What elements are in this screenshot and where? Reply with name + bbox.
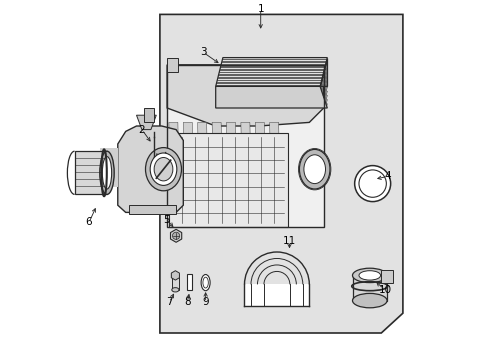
Polygon shape [244, 284, 309, 306]
Ellipse shape [150, 153, 177, 185]
Polygon shape [129, 205, 176, 214]
Circle shape [354, 166, 390, 202]
Polygon shape [160, 14, 402, 333]
Ellipse shape [201, 274, 210, 291]
Polygon shape [215, 86, 326, 108]
Polygon shape [171, 271, 179, 280]
Polygon shape [269, 122, 280, 227]
Polygon shape [187, 274, 192, 290]
Polygon shape [168, 133, 287, 227]
Polygon shape [352, 275, 386, 301]
Polygon shape [255, 122, 265, 227]
Ellipse shape [145, 148, 181, 191]
Polygon shape [143, 108, 154, 122]
Polygon shape [171, 275, 179, 290]
Text: 5: 5 [163, 215, 170, 225]
Polygon shape [167, 65, 323, 227]
Polygon shape [380, 270, 392, 283]
Text: 8: 8 [183, 297, 190, 307]
Text: 9: 9 [202, 297, 208, 307]
Ellipse shape [358, 271, 380, 280]
Ellipse shape [154, 158, 172, 181]
Polygon shape [170, 229, 182, 242]
Polygon shape [168, 122, 179, 227]
Polygon shape [215, 58, 326, 86]
Ellipse shape [100, 151, 114, 194]
Text: 11: 11 [282, 236, 296, 246]
Ellipse shape [171, 288, 179, 292]
Polygon shape [183, 122, 194, 227]
Text: 3: 3 [200, 47, 206, 57]
Polygon shape [167, 65, 323, 126]
Text: 1: 1 [257, 4, 264, 14]
Polygon shape [136, 115, 156, 130]
Polygon shape [320, 58, 326, 86]
Polygon shape [101, 148, 118, 187]
Ellipse shape [203, 277, 208, 288]
Text: 2: 2 [138, 125, 145, 135]
Text: 6: 6 [85, 217, 92, 228]
Ellipse shape [299, 149, 329, 189]
Circle shape [358, 170, 386, 197]
Ellipse shape [171, 273, 179, 278]
Ellipse shape [303, 155, 325, 184]
Ellipse shape [352, 268, 386, 283]
Polygon shape [226, 122, 237, 227]
Polygon shape [75, 151, 107, 194]
Text: 7: 7 [165, 297, 172, 307]
Polygon shape [241, 122, 251, 227]
Polygon shape [212, 122, 223, 227]
Circle shape [172, 232, 179, 239]
Ellipse shape [102, 157, 111, 189]
Ellipse shape [352, 293, 386, 308]
Text: 10: 10 [378, 285, 391, 295]
Polygon shape [197, 122, 208, 227]
Polygon shape [167, 58, 178, 72]
Text: 4: 4 [384, 171, 390, 181]
Polygon shape [118, 126, 183, 212]
